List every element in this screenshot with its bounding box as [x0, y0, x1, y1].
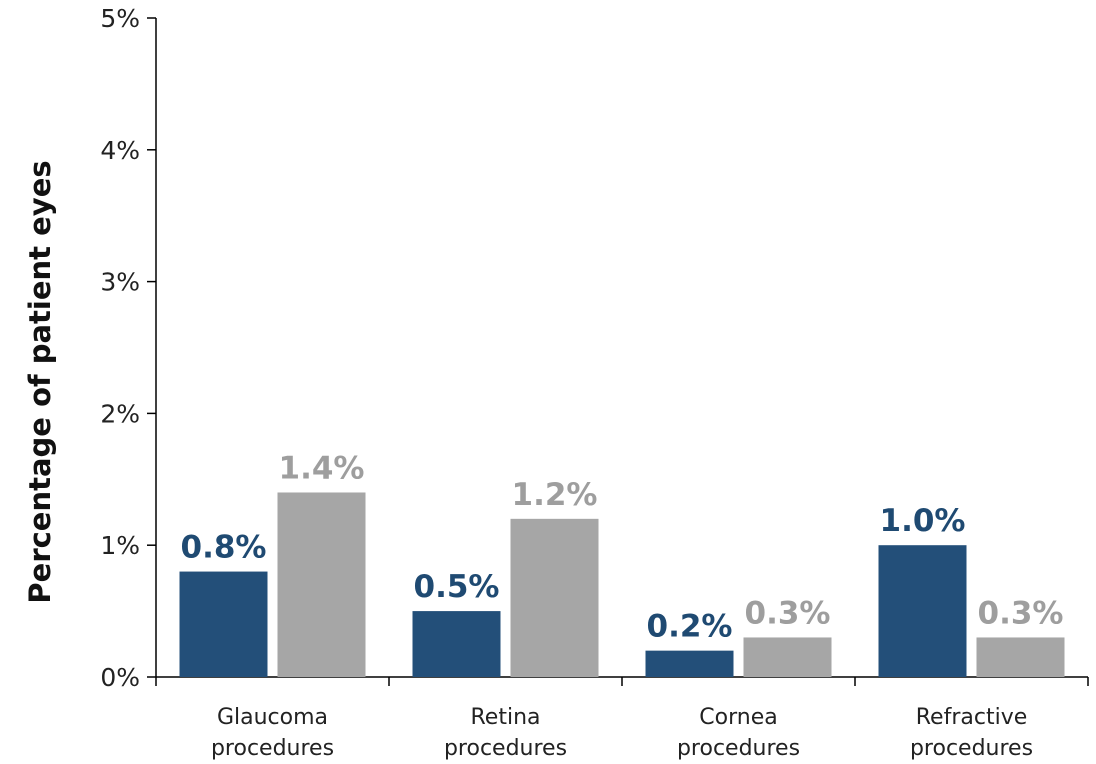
x-category-label: Refractive procedures	[910, 705, 1033, 761]
bars	[179, 492, 1065, 677]
x-category-label: Cornea procedures	[677, 705, 800, 761]
x-category-label: Glaucoma procedures	[211, 705, 334, 761]
y-tick-label: 4%	[100, 136, 140, 165]
bar	[743, 637, 832, 677]
bar	[412, 611, 501, 677]
bar	[976, 637, 1065, 677]
x-category-label: Retina procedures	[444, 705, 567, 761]
y-tick-label: 2%	[100, 399, 140, 428]
y-tick-label: 1%	[100, 531, 140, 560]
bar	[878, 545, 967, 677]
bar-value-label: 1.0%	[880, 503, 966, 539]
bar-value-label: 0.5%	[414, 569, 500, 605]
bar-value-label: 0.3%	[978, 595, 1064, 631]
y-tick-label: 3%	[100, 268, 140, 297]
y-tick-label: 5%	[100, 4, 140, 33]
bar-value-label: 1.2%	[512, 477, 598, 513]
value-labels: 0.8% 1.4% 0.5% 1.2% 0.2% 0.3% 1.0% 0.3%	[181, 450, 1064, 644]
bar	[277, 492, 366, 677]
y-tick-label: 0%	[100, 663, 140, 692]
bar	[645, 650, 734, 677]
y-axis-title: Percentage of patient eyes	[23, 160, 57, 603]
bar-value-label: 0.8%	[181, 530, 267, 566]
bar-value-label: 1.4%	[279, 450, 365, 486]
bar	[179, 571, 268, 677]
bar	[510, 518, 599, 677]
axes: 0% 1% 2% 3% 4% 5% Glaucoma procedures Retina proc…	[100, 4, 1089, 761]
bar-value-label: 0.2%	[647, 609, 733, 645]
bar-value-label: 0.3%	[745, 595, 831, 631]
